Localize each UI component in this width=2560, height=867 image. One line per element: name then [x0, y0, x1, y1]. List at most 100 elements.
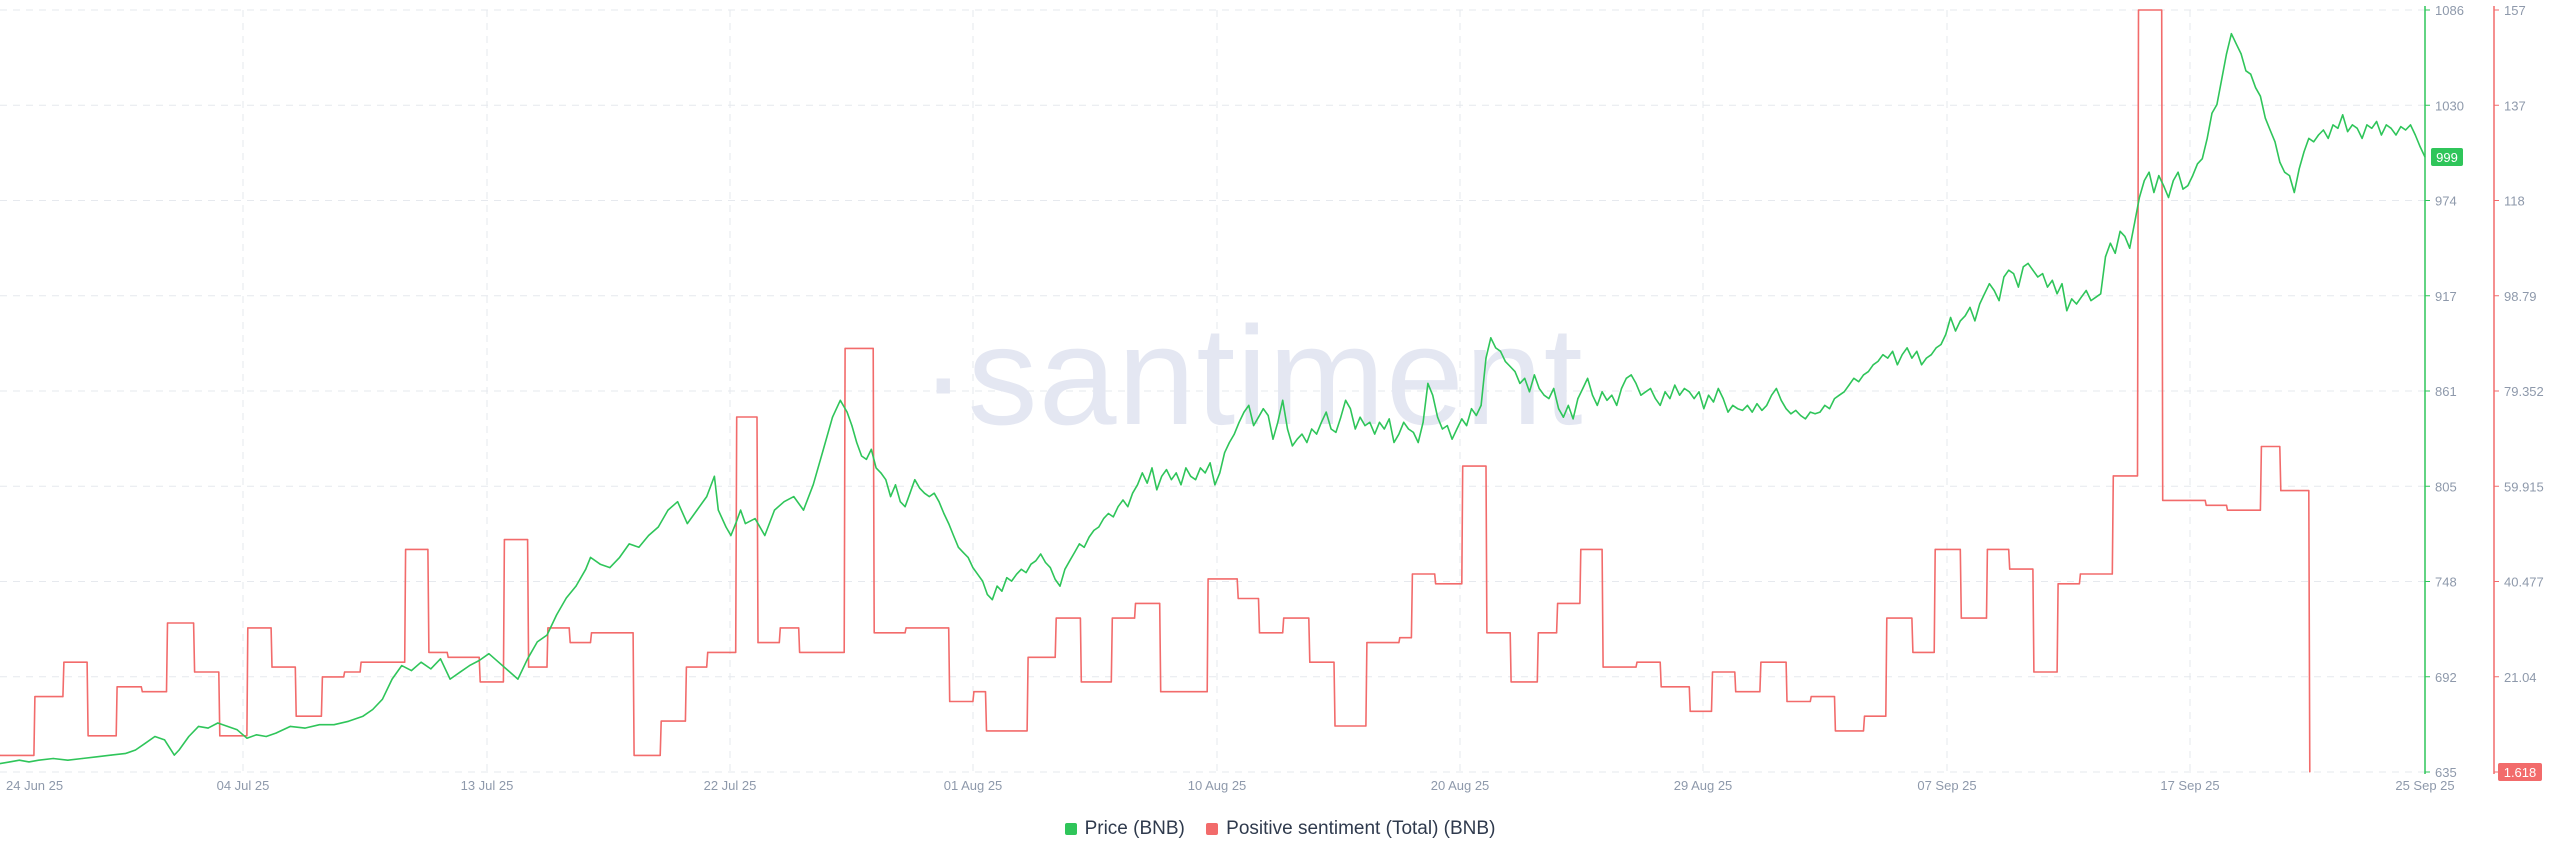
price-series-point	[744, 523, 747, 525]
sentiment-series-point	[1810, 696, 1812, 698]
sentiment-series-point	[949, 700, 951, 703]
price-series-point	[938, 501, 940, 503]
sentiment-series-point	[736, 416, 738, 418]
price-series-point	[1243, 411, 1245, 413]
price-series-point	[706, 496, 708, 498]
price-series-point	[2221, 78, 2223, 80]
price-series-point	[1819, 411, 1821, 413]
price-series-point	[1659, 404, 1661, 406]
price-series-point	[144, 742, 146, 744]
price-series-point	[2356, 127, 2358, 129]
price-series-point	[1195, 479, 1197, 481]
price-series-point	[793, 496, 795, 498]
price-series-point	[556, 614, 558, 616]
price-series-point	[333, 724, 335, 726]
price-series-point	[2022, 266, 2024, 268]
price-series-point	[2013, 273, 2015, 275]
price-series-point	[1248, 404, 1250, 406]
price-series-point	[1853, 377, 1855, 379]
sentiment-series-point	[479, 681, 481, 683]
price-series-point	[1272, 438, 1274, 440]
price-series-point	[1616, 404, 1618, 406]
price-series-point	[2269, 129, 2271, 131]
price-series-point	[1320, 421, 1322, 423]
price-series-point	[2366, 124, 2368, 126]
sentiment-series-point	[1207, 578, 1209, 580]
price-series-point	[2293, 191, 2295, 194]
price-series-point	[2211, 112, 2213, 114]
price-series-point	[730, 534, 732, 537]
price-series-point	[575, 585, 577, 587]
price-series-point	[1732, 404, 1734, 406]
sentiment-series-point	[295, 715, 297, 717]
x-tick-label: 04 Jul 25	[217, 778, 270, 793]
price-series-point	[919, 487, 921, 489]
price-series-point	[1572, 418, 1574, 420]
sentiment-series-point	[568, 627, 570, 629]
price-tick-label: 1086	[2435, 3, 2464, 18]
sentiment-axis: 157 137 118 98.79 79.352 59.915 40.477 21.04	[2493, 3, 2544, 774]
price-series-point	[1635, 382, 1637, 384]
sentiment-series-point	[247, 627, 249, 629]
sentiment-series-point	[1636, 661, 1638, 663]
price-series-point	[1199, 467, 1201, 469]
price-series-point	[628, 543, 630, 545]
price-series-point	[1403, 421, 1405, 423]
price-series-point	[2347, 131, 2349, 133]
price-series-point	[1838, 394, 1840, 396]
price-series-point	[1378, 421, 1381, 423]
price-series-point	[381, 698, 383, 700]
legend-item-sentiment[interactable]: Positive sentiment (Total) (BNB)	[1206, 818, 1495, 840]
price-series-point	[1316, 433, 1318, 435]
price-series-point	[1398, 433, 1400, 435]
legend-swatch-price	[1064, 823, 1077, 835]
sentiment-series-point	[1960, 617, 1962, 619]
price-series-point	[2255, 87, 2257, 89]
price-series-point	[125, 752, 127, 755]
price-series-point	[1161, 475, 1163, 477]
price-series-point	[1325, 411, 1327, 413]
sentiment-series-point	[1834, 730, 1836, 732]
sentiment-series-point	[1580, 548, 1582, 551]
price-series-point	[1983, 293, 1986, 295]
price-series-point	[1369, 421, 1371, 423]
sentiment-series-point	[1257, 597, 1260, 600]
price-series-point	[0, 763, 1, 765]
price-series-point	[1587, 377, 1589, 379]
sentiment-series-point	[1308, 617, 1310, 619]
sentiment-series-point	[1886, 617, 1888, 619]
sentiment-series-point	[427, 548, 429, 551]
sentiment-series-point	[1485, 465, 1487, 467]
sentiment-series-point	[344, 671, 346, 673]
price-series-point	[1098, 526, 1100, 528]
price-series-point	[1461, 418, 1463, 420]
sentiment-series-point	[1537, 632, 1539, 634]
sentiment-series-point	[1785, 661, 1787, 663]
price-series-point	[217, 722, 219, 724]
price-tick-label: 917	[2435, 289, 2457, 304]
price-series-point	[599, 563, 601, 565]
sentiment-series-point	[2260, 445, 2262, 448]
price-series-point	[2376, 120, 2378, 123]
sentiment-series-point	[1710, 710, 1713, 712]
price-series-point	[2351, 124, 2353, 126]
price-series-point	[2017, 286, 2019, 288]
price-series-point	[246, 737, 248, 739]
price-series-point	[943, 512, 945, 515]
price-series-point	[1078, 543, 1080, 545]
watermark: ·santiment	[920, 297, 1584, 454]
price-series-point	[2332, 124, 2334, 126]
price-series-point	[914, 479, 916, 481]
price-series-point	[1896, 364, 1898, 366]
sentiment-tick-label: 59.915	[2504, 479, 2544, 494]
price-series-point	[2158, 175, 2160, 177]
legend-item-price[interactable]: Price (BNB)	[1064, 818, 1185, 840]
price-series-point	[2003, 276, 2005, 278]
price-series-point	[717, 509, 719, 511]
price-series-point	[783, 501, 785, 503]
price-series-point	[1524, 377, 1526, 379]
price-series-point	[2129, 247, 2131, 249]
price-series-point	[1954, 330, 1957, 332]
sentiment-series-point	[1079, 617, 1081, 619]
